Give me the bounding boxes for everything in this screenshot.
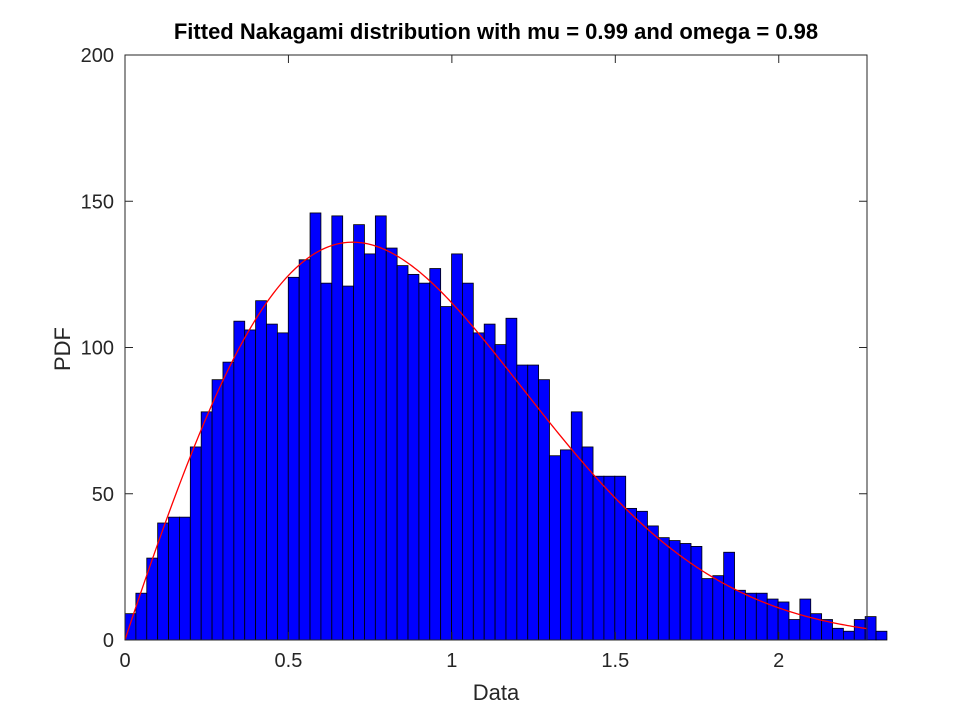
histogram-bar	[745, 592, 757, 641]
histogram-bar	[385, 247, 398, 641]
histogram-bar	[701, 578, 714, 641]
x-tick-label: 2	[773, 650, 784, 672]
histogram-bar	[505, 317, 518, 641]
histogram-bar	[309, 212, 322, 641]
histogram-bars	[124, 212, 888, 641]
x-tick-label: 0.5	[275, 650, 303, 672]
histogram-bar	[516, 364, 529, 641]
chart-title: Fitted Nakagami distribution with mu = 0…	[174, 19, 818, 44]
histogram-bar	[255, 300, 267, 641]
histogram-bar	[168, 516, 180, 641]
histogram-bar	[592, 475, 605, 641]
histogram-bar	[636, 510, 648, 641]
histogram-bar	[832, 627, 844, 641]
x-tick-label: 0	[119, 650, 130, 672]
histogram-bar	[690, 546, 703, 641]
histogram-bar	[298, 259, 311, 641]
histogram-bar	[189, 446, 202, 641]
histogram-bar	[734, 589, 746, 641]
histogram-bar	[440, 306, 452, 641]
y-tick-label: 0	[103, 630, 114, 652]
histogram-bar	[418, 282, 431, 641]
histogram-bar	[462, 282, 474, 641]
histogram-bar	[657, 537, 670, 641]
histogram-bar	[581, 446, 594, 641]
y-tick-label: 200	[81, 45, 114, 67]
histogram-bar	[222, 361, 235, 641]
histogram-bar	[374, 215, 387, 641]
histogram-bar	[603, 475, 616, 641]
histogram-bar	[723, 551, 735, 641]
histogram-bar	[679, 543, 692, 641]
histogram-bar	[211, 379, 224, 641]
histogram-bar	[233, 320, 246, 641]
histogram-bar	[331, 215, 344, 641]
x-tick-label: 1.5	[601, 650, 629, 672]
histogram-bar	[364, 253, 376, 641]
y-tick-label: 150	[81, 191, 114, 213]
x-axis-label: Data	[473, 680, 520, 705]
histogram-bar	[712, 575, 725, 641]
histogram-bar	[179, 516, 191, 641]
histogram-bar	[570, 411, 583, 641]
histogram-bar	[853, 619, 866, 641]
fitted-nakagami-curve	[124, 241, 868, 641]
histogram-bar	[614, 475, 627, 641]
histogram-bar	[559, 449, 572, 641]
y-axis-label: PDF	[50, 327, 75, 371]
histogram-bar	[342, 285, 354, 641]
histogram-bar	[276, 332, 289, 641]
histogram-bar	[875, 630, 888, 641]
histogram-bar	[396, 265, 409, 641]
histogram-bar	[407, 273, 420, 641]
histogram-bar	[353, 224, 365, 641]
histogram-bar	[287, 276, 300, 641]
histogram-bar	[625, 507, 637, 641]
axis-ticks: 0 0.5 1 1.5 2 0 50 100 150 200	[81, 45, 867, 672]
histogram-bar	[549, 455, 561, 641]
histogram-bar	[668, 540, 681, 641]
histogram-bar	[244, 329, 257, 641]
histogram-bar	[843, 630, 855, 641]
histogram-bar	[135, 592, 148, 641]
x-tick-label: 1	[446, 650, 457, 672]
histogram-bar	[472, 332, 485, 641]
histogram-bar	[266, 323, 278, 641]
histogram-bar	[647, 525, 659, 641]
histogram-bar	[494, 344, 507, 641]
y-tick-label: 100	[81, 338, 114, 360]
histogram-bar	[538, 379, 550, 641]
histogram-bar	[788, 619, 801, 641]
histogram-bar	[200, 411, 213, 641]
histogram-bar	[320, 282, 333, 641]
histogram-bar	[483, 323, 496, 641]
histogram-bar	[429, 268, 442, 641]
y-tick-label: 50	[92, 484, 114, 506]
histogram-bar	[799, 598, 812, 641]
